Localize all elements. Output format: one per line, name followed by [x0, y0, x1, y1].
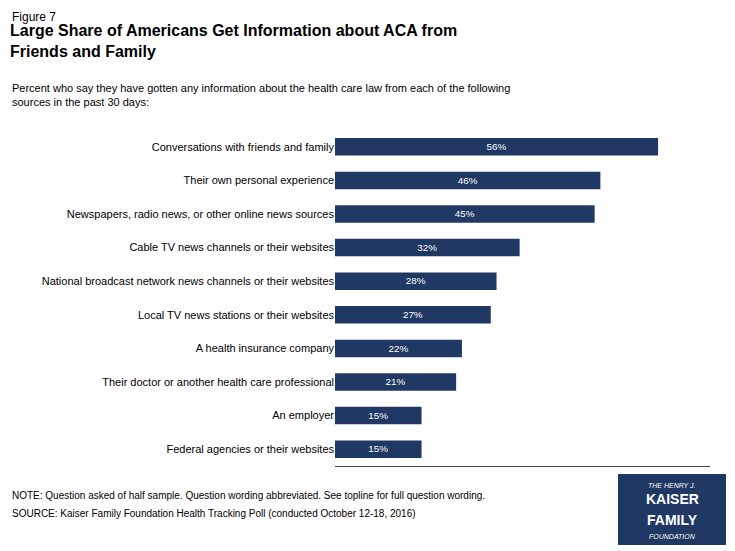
- svg-text:21%: 21%: [386, 376, 406, 387]
- svg-text:27%: 27%: [403, 309, 423, 320]
- svg-text:SOURCE: Kaiser Family Foundati: SOURCE: Kaiser Family Foundation Health …: [12, 508, 416, 519]
- svg-text:15%: 15%: [368, 443, 388, 454]
- svg-text:Percent who say they have gott: Percent who say they have gotten any inf…: [12, 82, 510, 108]
- svg-text:Cable TV news channels or thei: Cable TV news channels or their websites: [129, 241, 334, 253]
- svg-text:Newspapers, radio news, or oth: Newspapers, radio news, or other online …: [67, 208, 335, 220]
- svg-text:FAMILY: FAMILY: [647, 512, 698, 528]
- svg-text:28%: 28%: [406, 275, 426, 286]
- svg-text:FOUNDATION: FOUNDATION: [649, 533, 696, 540]
- svg-text:Local TV news stations or thei: Local TV news stations or their websites: [138, 309, 335, 321]
- svg-text:Large Share of Americans Get I: Large Share of Americans Get Information…: [10, 22, 457, 60]
- svg-text:15%: 15%: [368, 410, 388, 421]
- svg-text:KAISER: KAISER: [646, 491, 699, 507]
- svg-text:THE HENRY J.: THE HENRY J.: [648, 482, 696, 489]
- svg-text:46%: 46%: [458, 175, 478, 186]
- svg-text:56%: 56%: [487, 141, 507, 152]
- svg-text:45%: 45%: [455, 208, 475, 219]
- svg-text:Figure 7: Figure 7: [12, 10, 56, 24]
- svg-text:NOTE: Question asked of half s: NOTE: Question asked of half sample. Que…: [12, 490, 485, 501]
- svg-text:22%: 22%: [388, 343, 408, 354]
- svg-text:Federal agencies or their webs: Federal agencies or their websites: [166, 443, 334, 455]
- svg-text:A health insurance company: A health insurance company: [196, 342, 335, 354]
- svg-text:An employer: An employer: [272, 409, 334, 421]
- svg-text:Conversations with friends and: Conversations with friends and family: [152, 141, 335, 153]
- svg-text:Their doctor or another health: Their doctor or another health care prof…: [102, 376, 334, 388]
- svg-text:Their own personal experience: Their own personal experience: [184, 174, 334, 186]
- svg-text:32%: 32%: [417, 242, 437, 253]
- svg-text:National broadcast network new: National broadcast network news channels…: [42, 275, 335, 287]
